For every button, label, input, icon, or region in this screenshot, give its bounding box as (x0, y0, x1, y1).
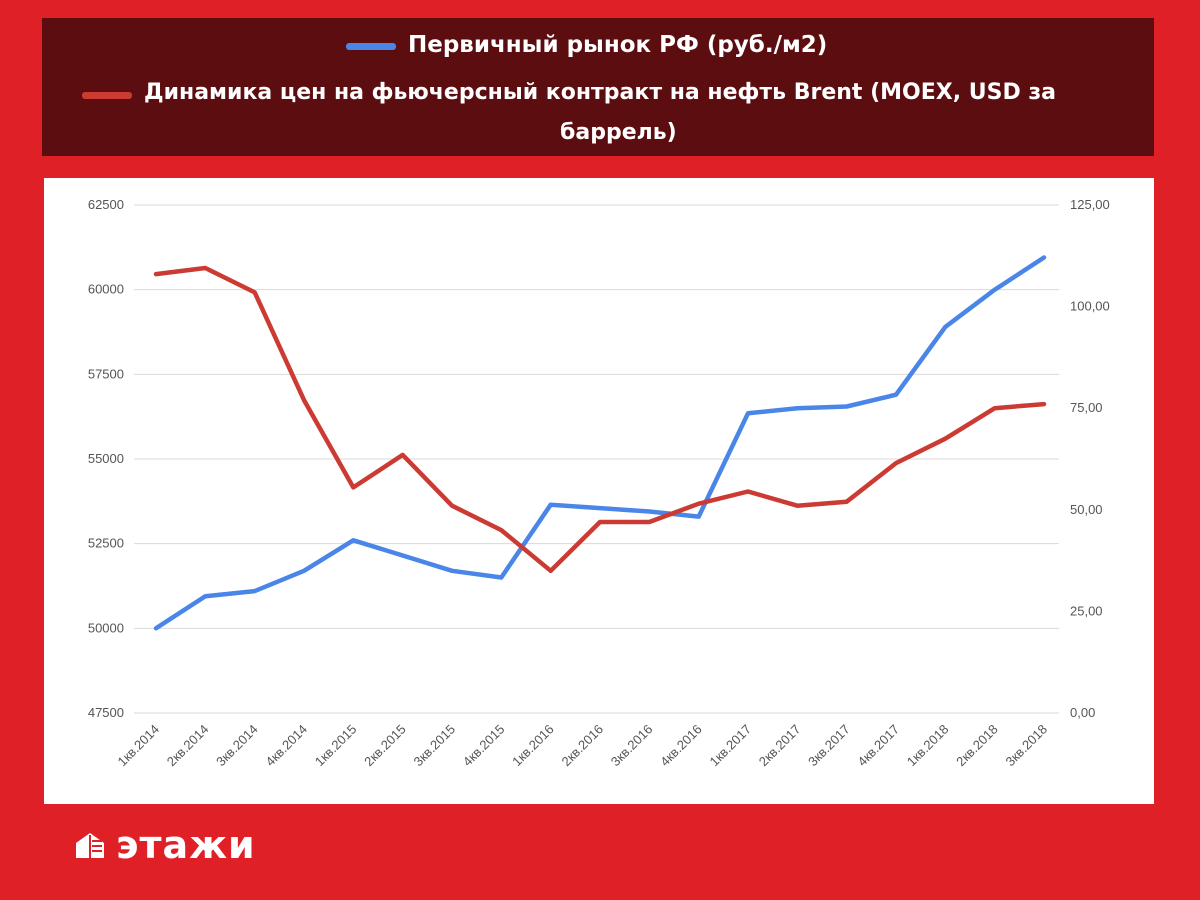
x-tick-label: 3кв.2016 (608, 722, 656, 770)
x-tick-label: 1кв.2016 (509, 722, 557, 770)
left-tick-label: 55000 (88, 451, 124, 466)
building-icon (76, 833, 104, 858)
brand-name: этажи (116, 823, 256, 867)
x-tick-label: 4кв.2014 (262, 722, 310, 770)
left-tick-label: 60000 (88, 282, 124, 297)
legend-label-primary-market: Первичный рынок РФ (руб./м2) (408, 32, 828, 58)
x-tick-label: 2кв.2015 (361, 722, 409, 770)
left-tick-label: 50000 (88, 620, 124, 635)
right-tick-label: 100,00 (1070, 299, 1110, 314)
x-axis-ticks: 1кв.2014 2кв.2014 3кв.2014 4кв.2014 1кв.2015… (114, 722, 1050, 770)
x-tick-label: 1кв.2014 (114, 722, 162, 770)
series-line-primary-market (153, 255, 1047, 631)
x-tick-label: 3кв.2015 (410, 722, 458, 770)
x-tick-label: 1кв.2018 (904, 722, 952, 770)
brand-logo: этажи (74, 820, 256, 870)
right-tick-label: 0,00 (1070, 705, 1095, 720)
x-tick-label: 3кв.2018 (1002, 722, 1050, 770)
right-axis-ticks: 0,00 25,00 50,00 75,00 100,00 125,00 (1070, 197, 1110, 720)
x-tick-label: 1кв.2017 (706, 722, 754, 770)
right-tick-label: 75,00 (1070, 400, 1103, 415)
right-tick-label: 125,00 (1070, 197, 1110, 212)
chart-legend: Первичный рынок РФ (руб./м2) Динамика це… (42, 18, 1154, 156)
legend-swatch-brent (82, 92, 132, 99)
x-tick-label: 4кв.2017 (854, 722, 902, 770)
left-tick-label: 57500 (88, 366, 124, 381)
x-tick-label: 2кв.2014 (164, 722, 212, 770)
chart-panel: 47500 50000 52500 55000 57500 60000 62500 0,00… (44, 178, 1154, 804)
left-axis-ticks: 47500 50000 52500 55000 57500 60000 62500 (88, 197, 124, 720)
x-tick-label: 3кв.2014 (213, 722, 261, 770)
series-line-brent (153, 265, 1047, 574)
left-tick-label: 62500 (88, 197, 124, 212)
x-tick-label: 4кв.2015 (460, 722, 508, 770)
legend-swatch-primary-market (346, 43, 396, 50)
x-tick-label: 4кв.2016 (657, 722, 705, 770)
gridlines (134, 204, 1059, 714)
legend-label-brent-line1: Динамика цен на фьючерсный контракт на н… (144, 80, 1056, 105)
right-tick-label: 50,00 (1070, 502, 1103, 517)
x-tick-label: 2кв.2018 (953, 722, 1001, 770)
left-tick-label: 52500 (88, 536, 124, 551)
x-tick-label: 2кв.2016 (558, 722, 606, 770)
series-lines (153, 255, 1047, 631)
legend-label-brent-line2: баррель) (560, 120, 677, 145)
line-chart: 47500 50000 52500 55000 57500 60000 62500 0,00… (88, 197, 1110, 770)
x-tick-label: 3кв.2017 (805, 722, 853, 770)
left-tick-label: 47500 (88, 705, 124, 720)
right-tick-label: 25,00 (1070, 603, 1103, 618)
x-tick-label: 1кв.2015 (312, 722, 360, 770)
x-tick-label: 2кв.2017 (756, 722, 804, 770)
